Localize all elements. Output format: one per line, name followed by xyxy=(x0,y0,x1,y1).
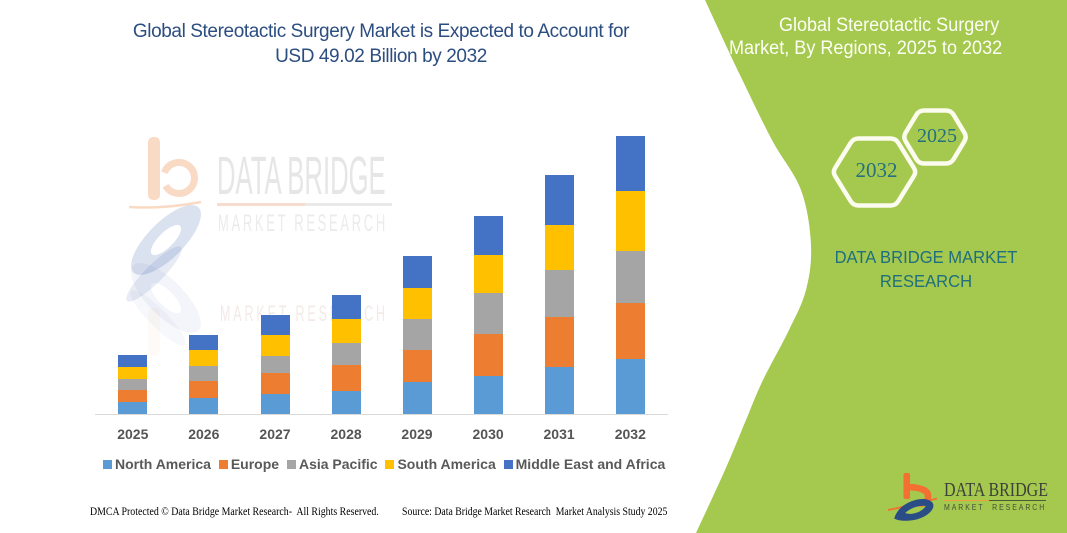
svg-text:2032: 2032 xyxy=(856,158,898,182)
svg-text:2025: 2025 xyxy=(917,125,957,147)
